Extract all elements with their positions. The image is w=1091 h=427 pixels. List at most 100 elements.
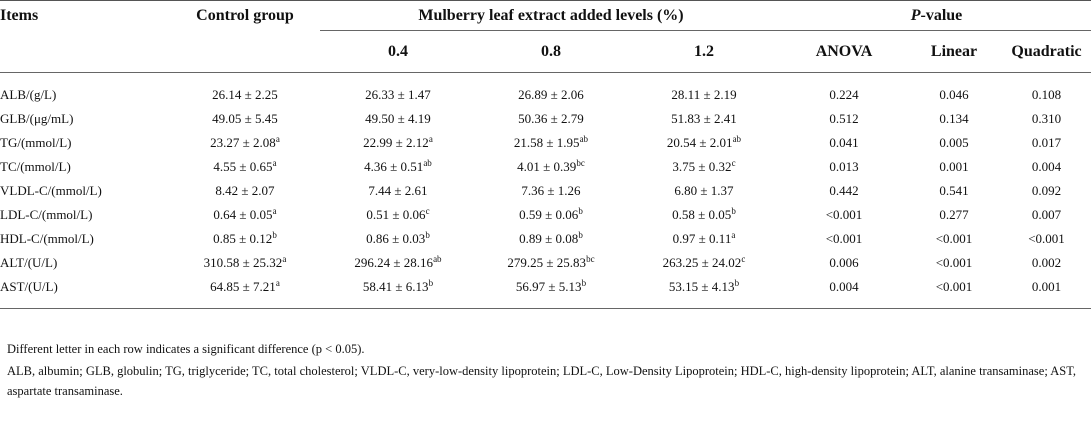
control-cell-value: 26.14 ± 2.25 <box>212 86 278 102</box>
level-1-2-cell-value: 3.75 ± 0.32 <box>672 158 732 174</box>
quadratic-cell: 0.108 <box>1002 83 1091 107</box>
anova-cell-value: 0.442 <box>829 182 859 198</box>
header-linear: Linear <box>906 30 1002 73</box>
level-0-8-cell: 279.25 ± 25.83bc <box>476 251 626 275</box>
linear-cell: 0.134 <box>906 107 1002 131</box>
item-cell-value: GLB/(μg/mL) <box>0 110 74 126</box>
control-cell-value: 0.85 ± 0.12 <box>213 230 273 246</box>
significance-letter: c <box>741 253 746 264</box>
level-1-2-cell: 51.83 ± 2.41 <box>626 107 782 131</box>
level-1-2-cell-value: 51.83 ± 2.41 <box>671 110 737 126</box>
level-1-2-cell-value: 263.25 ± 24.02 <box>662 254 742 270</box>
significance-letter: b <box>425 229 430 240</box>
quadratic-cell: 0.007 <box>1002 203 1091 227</box>
significance-letter: a <box>272 205 277 216</box>
table-row: VLDL-C/(mmol/L) 8.42 ± 2.07 7.44 ± 2.61 7.3… <box>0 179 1091 203</box>
anova-cell: 0.512 <box>782 107 906 131</box>
control-cell: 0.64 ± 0.05a <box>170 203 320 227</box>
header-control-group: Control group <box>170 0 320 73</box>
level-0-4-cell: 0.86 ± 0.03b <box>320 227 476 251</box>
quadratic-cell-value: 0.001 <box>1031 278 1062 294</box>
control-cell-value: 64.85 ± 7.21 <box>210 278 276 294</box>
quadratic-cell: 0.004 <box>1002 155 1091 179</box>
quadratic-cell: <0.001 <box>1002 227 1091 251</box>
level-0-4-cell-value: 4.36 ± 0.51 <box>364 158 424 174</box>
quadratic-cell-value: 0.007 <box>1031 206 1062 222</box>
table-row: HDL-C/(mmol/L) 0.85 ± 0.12b 0.86 ± 0.03b 0.… <box>0 227 1091 251</box>
quadratic-cell-value: 0.004 <box>1031 158 1062 174</box>
anova-cell: 0.442 <box>782 179 906 203</box>
significance-letter: a <box>275 133 280 144</box>
level-1-2-cell: 28.11 ± 2.19 <box>626 83 782 107</box>
anova-cell: 0.004 <box>782 275 906 299</box>
quadratic-cell-value: 0.310 <box>1031 110 1062 126</box>
level-0-8-cell: 4.01 ± 0.39bc <box>476 155 626 179</box>
table-row: AST/(U/L) 64.85 ± 7.21a 58.41 ± 6.13b 56.97… <box>0 275 1091 299</box>
control-cell-value: 4.55 ± 0.65 <box>213 158 273 174</box>
table-header: Items Control group Mulberry leaf extrac… <box>0 0 1091 73</box>
level-1-2-cell-value: 53.15 ± 4.13 <box>668 278 735 294</box>
linear-cell-value: 0.046 <box>939 86 969 102</box>
item-cell-value: ALB/(g/L) <box>0 86 57 102</box>
level-0-4-cell-value: 26.33 ± 1.47 <box>365 86 431 102</box>
item-cell: HDL-C/(mmol/L) <box>0 227 170 251</box>
linear-cell-value: 0.001 <box>939 158 969 174</box>
header-pvalue-p: P <box>910 6 921 24</box>
quadratic-cell: 0.092 <box>1002 179 1091 203</box>
item-cell-value: HDL-C/(mmol/L) <box>0 230 94 246</box>
level-1-2-cell: 6.80 ± 1.37 <box>626 179 782 203</box>
level-0-4-cell-value: 296.24 ± 28.16 <box>354 254 434 270</box>
level-1-2-cell-value: 6.80 ± 1.37 <box>674 182 734 198</box>
linear-cell: 0.277 <box>906 203 1002 227</box>
table-body: ALB/(g/L) 26.14 ± 2.25 26.33 ± 1.47 26.89 ±… <box>0 73 1091 309</box>
header-mulberry-levels: Mulberry leaf extract added levels (%) <box>320 0 782 31</box>
level-0-4-cell-value: 0.51 ± 0.06 <box>366 206 426 222</box>
quadratic-cell-value: 0.108 <box>1031 86 1062 102</box>
control-cell-value: 23.27 ± 2.08 <box>210 134 276 150</box>
quadratic-cell: 0.002 <box>1002 251 1091 275</box>
level-0-8-cell: 0.59 ± 0.06b <box>476 203 626 227</box>
header-pvalue: P-value <box>782 0 1091 31</box>
significance-letter: b <box>581 277 587 288</box>
significance-letter: ab <box>579 133 589 144</box>
item-cell: TG/(mmol/L) <box>0 131 170 155</box>
table-notes: Different letter in each row indicates a… <box>7 339 1087 403</box>
linear-cell: 0.046 <box>906 83 1002 107</box>
control-cell: 310.58 ± 25.32a <box>170 251 320 275</box>
significance-letter: a <box>731 229 736 240</box>
level-1-2-cell: 20.54 ± 2.01ab <box>626 131 782 155</box>
linear-cell: <0.001 <box>906 227 1002 251</box>
significance-letter: a <box>275 277 280 288</box>
level-0-4-cell: 22.99 ± 2.12a <box>320 131 476 155</box>
level-0-4-cell: 58.41 ± 6.13b <box>320 275 476 299</box>
level-0-8-cell-value: 7.36 ± 1.26 <box>521 182 581 198</box>
significance-letter: b <box>578 205 583 216</box>
item-cell: AST/(U/L) <box>0 275 170 299</box>
item-cell-value: ALT/(U/L) <box>0 254 58 270</box>
significance-letter: b <box>578 229 583 240</box>
level-0-4-cell: 7.44 ± 2.61 <box>320 179 476 203</box>
item-cell: ALB/(g/L) <box>0 83 170 107</box>
table-row: TG/(mmol/L) 23.27 ± 2.08a 22.99 ± 2.12a 21.… <box>0 131 1091 155</box>
header-items: Items <box>0 0 170 73</box>
level-0-4-cell-value: 58.41 ± 6.13 <box>362 278 429 294</box>
table-row: ALT/(U/L) 310.58 ± 25.32a 296.24 ± 28.16ab… <box>0 251 1091 275</box>
level-1-2-cell-value: 0.58 ± 0.05 <box>672 206 732 222</box>
level-1-2-cell-value: 0.97 ± 0.11 <box>672 230 732 246</box>
level-0-8-cell: 56.97 ± 5.13b <box>476 275 626 299</box>
linear-cell: 0.001 <box>906 155 1002 179</box>
level-0-8-cell-value: 0.89 ± 0.08 <box>519 230 579 246</box>
control-cell: 8.42 ± 2.07 <box>170 179 320 203</box>
level-0-8-cell-value: 50.36 ± 2.79 <box>518 110 584 126</box>
significance-letter: ab <box>423 157 432 168</box>
level-0-4-cell-value: 22.99 ± 2.12 <box>363 134 429 150</box>
table-row: LDL-C/(mmol/L) 0.64 ± 0.05a 0.51 ± 0.06c 0.… <box>0 203 1091 227</box>
level-1-2-cell: 0.97 ± 0.11a <box>626 227 782 251</box>
control-cell-value: 310.58 ± 25.32 <box>203 254 283 270</box>
linear-cell-value: <0.001 <box>935 278 973 294</box>
significance-letter: a <box>282 253 287 264</box>
header-level-0-4: 0.4 <box>320 30 476 73</box>
significance-letter: c <box>731 157 736 168</box>
item-cell: LDL-C/(mmol/L) <box>0 203 170 227</box>
